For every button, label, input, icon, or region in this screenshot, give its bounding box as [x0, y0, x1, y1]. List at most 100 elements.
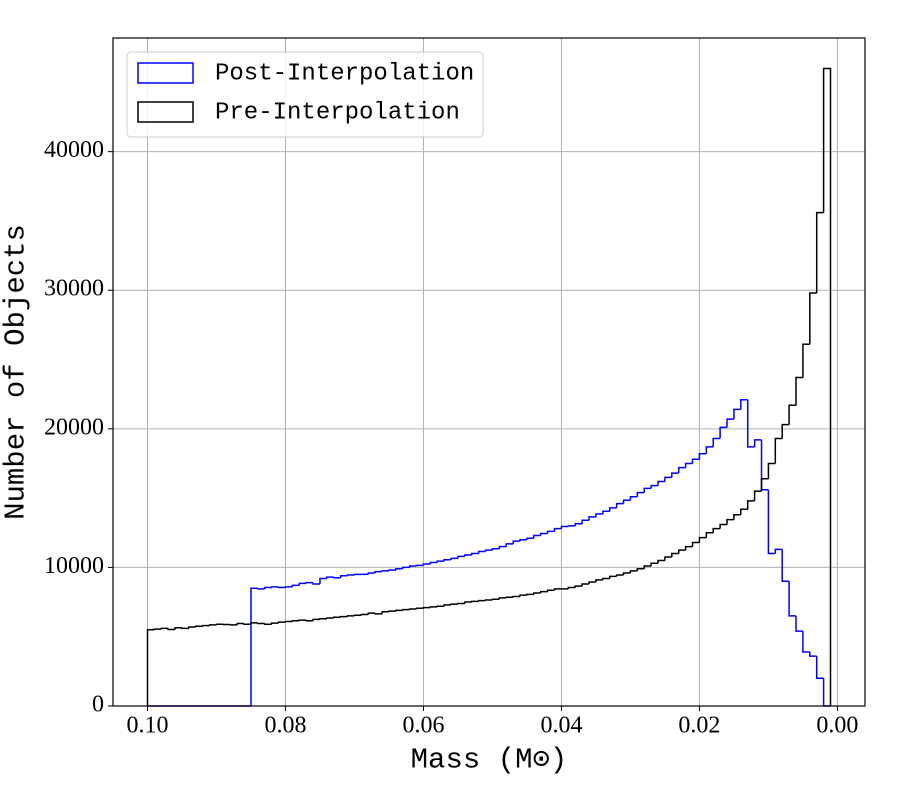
- histogram-bin: [546, 530, 555, 534]
- histogram-bin: [526, 593, 534, 596]
- histogram-bin: [615, 574, 624, 577]
- histogram-bin: [498, 545, 507, 549]
- histogram-bin: [608, 575, 617, 579]
- histogram-bin: [512, 595, 521, 598]
- histogram-bin: [477, 550, 486, 554]
- histogram-bin: [650, 484, 659, 489]
- histogram-bin: [788, 404, 797, 425]
- histogram-bin: [443, 559, 452, 562]
- histogram-bin: [353, 614, 362, 616]
- x-tick-label: 0.04: [540, 713, 582, 739]
- histogram-bin: [684, 545, 693, 551]
- histogram-bin: [664, 476, 672, 482]
- histogram-bin: [677, 466, 686, 474]
- histogram-bin: [615, 502, 624, 508]
- histogram-bin: [291, 584, 300, 587]
- histogram-bin: [381, 570, 389, 572]
- histogram-bin: [236, 622, 245, 625]
- y-tick-label: 0: [92, 692, 104, 718]
- histogram-bin: [546, 589, 555, 592]
- y-tick-label: 10000: [44, 553, 104, 579]
- histogram-bin: [408, 608, 417, 610]
- histogram-bin: [664, 556, 672, 561]
- histogram-bin: [622, 499, 631, 504]
- histogram-bin: [802, 343, 810, 378]
- histogram-bin: [319, 577, 327, 585]
- histogram-bin: [822, 67, 832, 706]
- histogram-bin: [346, 615, 355, 617]
- histogram-bin: [581, 519, 590, 524]
- histogram-bin: [298, 619, 307, 621]
- histogram-bin: [491, 598, 500, 601]
- legend-label: Pre-Interpolation: [215, 99, 460, 126]
- histogram-bin: [477, 599, 486, 602]
- x-axis-label: Mass (M⊙): [411, 744, 568, 777]
- histogram-bin: [746, 399, 755, 448]
- histogram-bin: [457, 555, 465, 559]
- histogram-bin: [312, 582, 320, 585]
- histogram-bin: [595, 513, 603, 517]
- histogram-bin: [436, 605, 445, 607]
- histogram-bin: [195, 625, 203, 628]
- histogram-bin: [277, 586, 286, 589]
- histogram-bin: [719, 426, 728, 439]
- x-tick-label: 0.08: [264, 713, 306, 739]
- histogram-bin: [450, 603, 458, 605]
- histogram-bin: [698, 536, 707, 543]
- histogram-bin: [284, 586, 293, 588]
- histogram-bin: [671, 552, 679, 558]
- histogram-bin: [774, 548, 783, 554]
- histogram-bin: [781, 549, 790, 583]
- histogram-bin: [333, 616, 341, 619]
- histogram-bin: [464, 554, 472, 557]
- histogram-bin: [471, 600, 479, 603]
- x-tick-label: 0.02: [678, 713, 720, 739]
- histogram-bin: [746, 500, 755, 510]
- histogram-bin: [815, 656, 824, 680]
- histogram-bin: [312, 618, 320, 621]
- histogram-bin: [733, 513, 741, 520]
- histogram-bin: [809, 651, 817, 657]
- histogram-bin: [595, 579, 603, 582]
- grid: [113, 38, 865, 707]
- histogram-bin: [464, 601, 472, 604]
- histogram-bin: [346, 574, 355, 576]
- histogram-bin: [381, 611, 389, 614]
- histogram-bin: [733, 408, 741, 420]
- histogram-bin: [760, 439, 769, 491]
- ticks: 0.10 0.08 0.06 0.04 0.02 0.00 0 10000 20000 30000…: [44, 137, 858, 738]
- histogram-bin: [581, 583, 590, 587]
- histogram-bin: [367, 572, 376, 575]
- legend-label: Post-Interpolation: [215, 60, 474, 87]
- histogram-bin: [608, 507, 617, 512]
- histogram-bin: [519, 594, 527, 597]
- histogram-bin: [374, 570, 383, 573]
- histogram-bin: [284, 620, 293, 623]
- legend-box: [126, 51, 484, 138]
- histogram-bin: [588, 581, 596, 585]
- histogram-bin: [491, 547, 500, 551]
- histogram-bin: [339, 615, 348, 618]
- histogram-bin: [636, 491, 645, 497]
- histogram-bin: [705, 532, 714, 538]
- histogram-bin: [395, 568, 403, 571]
- histogram-bin: [643, 565, 652, 569]
- histogram-bin: [264, 586, 272, 589]
- histogram-bin: [567, 586, 576, 589]
- histogram-bin: [339, 574, 348, 578]
- histogram-bin: [519, 538, 527, 542]
- y-axis-label: Number of Objects: [0, 224, 33, 520]
- histogram-bin: [257, 622, 265, 625]
- histogram-bin: [767, 489, 776, 555]
- histogram-bin: [457, 602, 465, 605]
- histogram-bin: [264, 623, 272, 625]
- histogram-bin: [574, 585, 583, 588]
- histogram-bin: [208, 624, 217, 626]
- histogram-bin: [629, 495, 638, 501]
- histogram-bin: [602, 577, 610, 580]
- histogram-bin: [443, 604, 452, 607]
- plot-frame: [112, 37, 866, 707]
- x-tick-label: 0.10: [126, 713, 168, 739]
- histogram-bin: [374, 613, 383, 615]
